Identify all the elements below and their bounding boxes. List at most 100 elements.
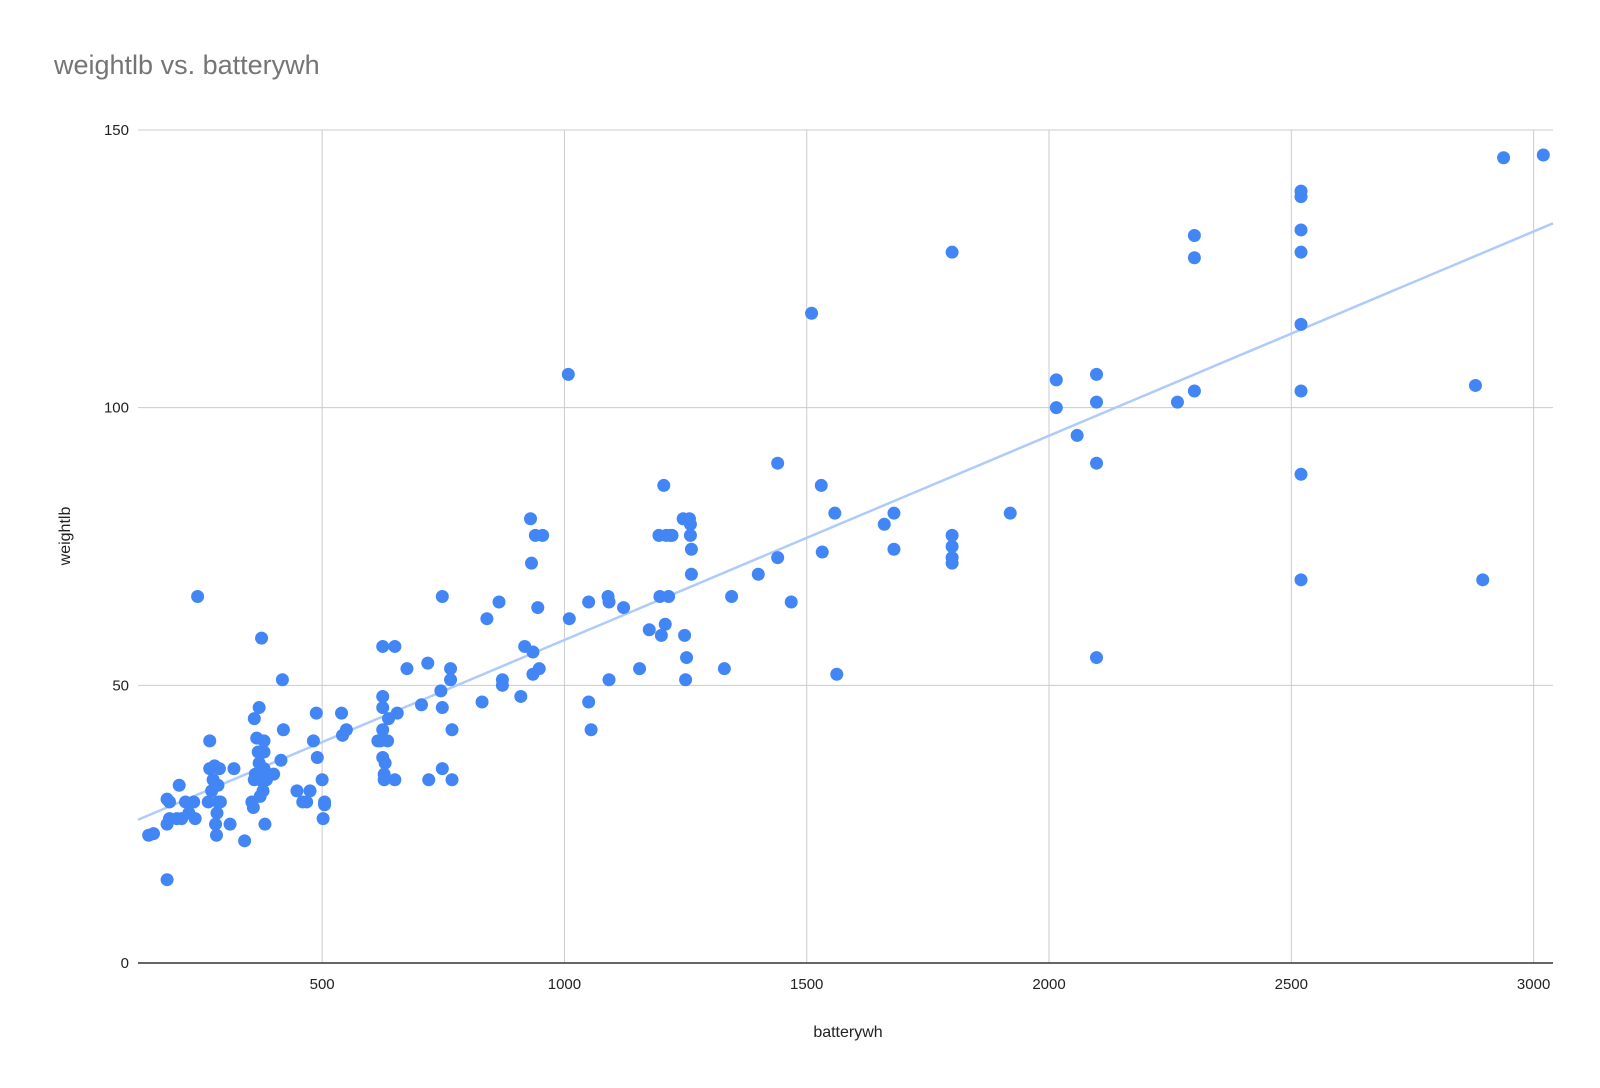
data-point [561, 367, 575, 381]
data-point [945, 556, 959, 570]
data-point [717, 662, 731, 676]
data-point [531, 601, 545, 615]
data-point [267, 767, 281, 781]
data-point [1090, 367, 1104, 381]
data-point [480, 612, 494, 626]
data-point [887, 542, 901, 556]
trendline-layer [137, 222, 1554, 821]
data-point [210, 828, 224, 842]
data-point [377, 773, 391, 787]
data-point [227, 762, 241, 776]
data-point [1090, 651, 1104, 665]
data-point [388, 773, 402, 787]
data-point [1294, 467, 1308, 481]
data-point [1090, 456, 1104, 470]
data-point [492, 595, 506, 609]
gridlines [138, 129, 1553, 963]
data-point [784, 595, 798, 609]
x-tick-label: 2000 [1032, 976, 1065, 993]
data-point [160, 873, 174, 887]
data-point [211, 778, 225, 792]
data-point [805, 306, 819, 320]
data-point [1070, 428, 1084, 442]
x-tick-label: 2500 [1275, 976, 1308, 993]
data-point [475, 695, 489, 709]
data-point [444, 673, 458, 687]
data-point [584, 723, 598, 737]
data-point [602, 595, 616, 609]
data-point [255, 631, 269, 645]
data-point [683, 517, 697, 531]
data-point [725, 589, 739, 603]
data-point [1090, 395, 1104, 409]
data-point [172, 778, 186, 792]
data-point [435, 701, 449, 715]
data-point [683, 528, 697, 542]
data-point [201, 795, 215, 809]
data-point [309, 706, 323, 720]
data-point [887, 506, 901, 520]
data-point [514, 689, 528, 703]
data-point [1187, 251, 1201, 265]
x-axis-title: batterywh [813, 1024, 882, 1041]
data-point [679, 673, 693, 687]
x-tick-label: 500 [310, 976, 335, 993]
data-point [210, 806, 224, 820]
data-point [246, 801, 260, 815]
data-point [830, 667, 844, 681]
data-point [390, 706, 404, 720]
data-point [376, 701, 390, 715]
data-point [1497, 151, 1511, 165]
y-axis-title: weightlb [57, 507, 74, 567]
data-point [421, 656, 435, 670]
data-point [617, 601, 631, 615]
trendline [137, 222, 1554, 821]
data-point [945, 540, 959, 553]
data-point [814, 478, 828, 492]
data-point [684, 567, 698, 581]
data-point [678, 628, 692, 642]
data-point [212, 762, 226, 776]
data-point [257, 734, 271, 748]
data-point [303, 784, 317, 798]
data-point [247, 712, 261, 726]
data-point [300, 795, 314, 809]
data-points [142, 148, 1550, 887]
data-point [1536, 148, 1550, 162]
data-point [945, 528, 959, 542]
data-point [582, 595, 596, 609]
data-point [187, 795, 201, 809]
data-point [213, 795, 227, 809]
data-point [422, 773, 436, 787]
y-tick-label: 100 [104, 400, 129, 417]
data-point [378, 756, 392, 770]
data-point [257, 762, 271, 776]
x-tick-label: 1000 [548, 976, 581, 993]
data-point [654, 628, 668, 642]
chart-title: weightlb vs. batterywh [54, 50, 320, 80]
data-point [1294, 317, 1308, 331]
data-point [495, 678, 509, 692]
data-point [828, 506, 842, 520]
data-point [1049, 373, 1063, 387]
data-point [582, 695, 596, 709]
data-point [274, 753, 288, 767]
data-point [444, 662, 458, 676]
data-point [275, 673, 289, 687]
data-point [209, 817, 223, 831]
data-point [400, 662, 414, 676]
data-point [1294, 384, 1308, 398]
data-point [536, 528, 550, 542]
tick-labels: 0 50 100 150 500 1000 1500 2000 2500 3000 [104, 122, 1550, 993]
data-point [524, 512, 538, 526]
data-point [680, 651, 694, 665]
data-point [1170, 395, 1184, 409]
y-tick-label: 0 [121, 955, 129, 972]
data-point [316, 812, 330, 826]
data-point [1294, 573, 1308, 587]
data-point [532, 662, 546, 676]
data-point [376, 689, 390, 703]
data-point [435, 589, 449, 603]
data-point [381, 734, 395, 748]
